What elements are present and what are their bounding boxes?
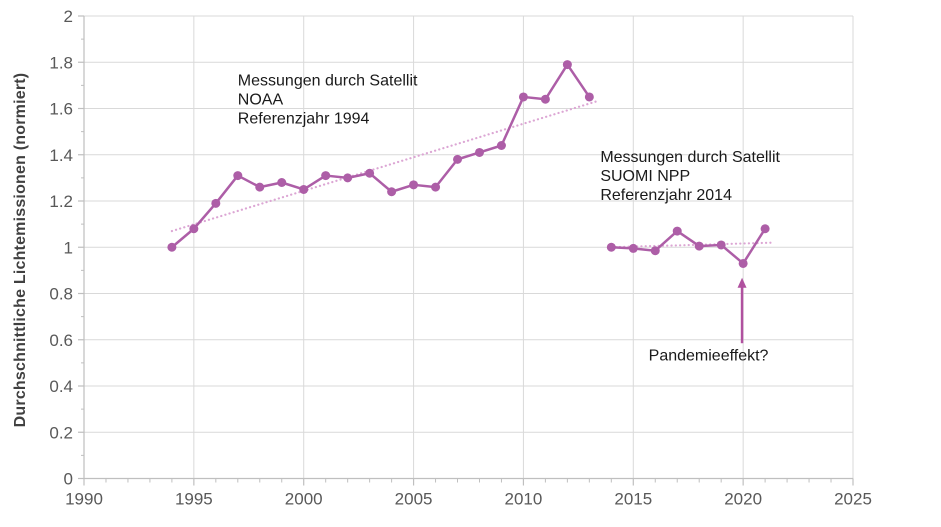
series-suomi-npp — [606, 224, 770, 268]
suomi-trend-dotted-line — [610, 241, 776, 249]
y-tick-label: 0.4 — [49, 377, 73, 396]
data-point — [233, 171, 243, 181]
y-tick-label: 1.6 — [49, 100, 73, 119]
data-point — [387, 187, 397, 197]
data-point — [277, 178, 287, 187]
data-point — [409, 180, 419, 190]
y-tick-label: 1.8 — [49, 53, 73, 72]
y-tick-label: 1 — [64, 238, 73, 257]
data-point — [211, 198, 221, 208]
data-point — [453, 154, 463, 164]
data-point — [496, 141, 506, 150]
annotations: Messungen durch Satellit NOAA Referenzjahr… — [238, 73, 781, 365]
y-tick-label: 0 — [64, 470, 73, 489]
x-tick-label: 2000 — [285, 490, 323, 509]
data-point — [540, 94, 550, 104]
y-tick-label: 2 — [64, 7, 73, 26]
y-tick-label: 1.2 — [49, 192, 73, 211]
axes — [78, 15, 854, 486]
gridlines — [84, 15, 854, 479]
y-tick-label: 0.6 — [49, 331, 73, 350]
series-line — [171, 63, 591, 249]
data-point — [584, 92, 594, 102]
x-tick-label: 2020 — [724, 490, 762, 509]
data-point — [255, 182, 265, 192]
x-tick-label: 2025 — [834, 490, 872, 509]
data-point — [628, 243, 638, 253]
y-tick-label: 0.2 — [49, 423, 73, 442]
data-point — [562, 60, 572, 70]
data-point — [694, 241, 704, 251]
tick-labels: 0 0.2 0.4 0.6 0.8 1 1.2 1.4 1.6 1.8 2 1990 1995 2000 2… — [49, 7, 872, 509]
y-tick-label: 0.8 — [49, 285, 73, 304]
noaa-trend-dotted-line — [170, 100, 598, 233]
suomi-label: Messungen durch Satellit SUOMI NPP Referen… — [600, 149, 780, 204]
data-point — [738, 258, 748, 268]
pandemic-label: Pandemieeffekt? — [649, 348, 769, 365]
data-point — [189, 224, 199, 234]
x-tick-label: 1990 — [65, 490, 103, 509]
data-point — [321, 171, 331, 181]
data-point — [760, 224, 770, 234]
data-point — [431, 182, 441, 192]
data-point — [343, 173, 353, 183]
data-point — [650, 246, 660, 256]
series-noaa — [167, 60, 594, 252]
x-tick-label: 1995 — [175, 490, 213, 509]
data-point — [518, 92, 528, 102]
x-tick-label: 2010 — [505, 490, 543, 509]
arrow-head-icon — [737, 277, 747, 288]
data-point — [474, 147, 484, 157]
data-point — [672, 226, 682, 236]
x-tick-label: 2005 — [395, 490, 433, 509]
trendlines — [170, 100, 776, 249]
data-point — [299, 184, 309, 194]
y-tick-label: 1.4 — [49, 146, 73, 165]
data-point — [606, 242, 616, 252]
data-point — [167, 242, 177, 252]
data-point — [716, 240, 726, 250]
x-tick-label: 2015 — [614, 490, 652, 509]
pandemic-arrow — [737, 277, 747, 344]
data-point — [365, 168, 375, 178]
noaa-label: Messungen durch Satellit NOAA Referenzjahr… — [238, 73, 418, 128]
